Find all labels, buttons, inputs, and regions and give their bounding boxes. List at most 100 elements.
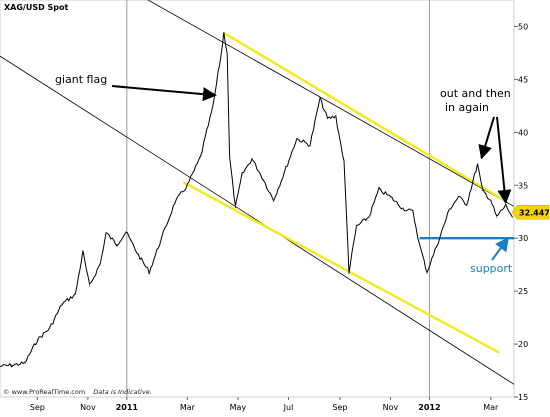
series-point <box>505 204 507 206</box>
series-point <box>36 339 38 341</box>
footer-note-text: Data is Indicative. <box>93 388 152 396</box>
series-point <box>448 209 450 211</box>
series-point <box>137 254 140 256</box>
x-tick-label: Nov <box>383 403 399 412</box>
series-point <box>412 211 414 213</box>
last-price-box <box>511 205 550 220</box>
x-tick-label: Jul <box>283 403 294 412</box>
series-point <box>426 271 428 273</box>
y-tick-label: 45 <box>518 75 528 84</box>
series-point <box>348 271 350 273</box>
series-point <box>490 199 492 201</box>
giant-flag-label: giant flag <box>55 73 107 86</box>
series-point <box>251 158 253 160</box>
lower-black-line <box>0 55 515 385</box>
series-point <box>105 232 107 234</box>
series-point <box>436 245 438 247</box>
series-point <box>335 115 337 118</box>
lower-trendline <box>182 181 500 354</box>
x-tick-label: 2011 <box>116 403 139 412</box>
series-point <box>116 243 118 246</box>
series-point <box>186 184 188 186</box>
series-point <box>0 365 1 367</box>
series-point <box>355 225 358 228</box>
upper-trendline <box>223 31 507 203</box>
series-point <box>466 203 468 205</box>
x-tick-label: Mar <box>483 403 499 412</box>
series-point <box>495 216 498 218</box>
series-point <box>309 144 311 146</box>
x-tick-label: Sep <box>30 403 45 412</box>
series-point <box>24 362 26 364</box>
series-point <box>159 241 161 244</box>
series-point <box>511 216 513 218</box>
y-tick-label: 30 <box>518 234 528 243</box>
series-point <box>402 207 404 210</box>
series-point <box>457 196 460 198</box>
out-and-in-arrow-1 <box>478 116 495 160</box>
series-point <box>418 243 421 246</box>
x-tick-label: Nov <box>80 403 96 412</box>
y-tick-label: 25 <box>518 287 528 296</box>
x-tick-label: May <box>230 403 247 412</box>
footer-source-text: www.ProRealTime.com <box>12 388 86 396</box>
last-price-flag: 32.447 <box>511 205 550 220</box>
series-point <box>49 327 51 329</box>
last-price-label: 32.447 <box>519 208 550 217</box>
series-point <box>148 271 150 273</box>
year-separator-lines <box>126 0 430 397</box>
series-point <box>61 303 63 305</box>
series-point <box>174 201 176 203</box>
series-point <box>389 196 392 198</box>
x-tick-label: Mar <box>180 403 196 412</box>
series-point <box>99 263 101 265</box>
series-point <box>476 163 479 165</box>
y-tick-label: 50 <box>518 22 528 31</box>
y-tick-label: 15 <box>518 393 528 402</box>
footer-copyright-icon: © <box>3 388 10 396</box>
series-point <box>296 138 298 140</box>
series-point <box>283 171 285 174</box>
series-point <box>343 161 345 163</box>
out-and-in-arrow-2 <box>496 116 512 204</box>
out-and-in-label-line-2: in again <box>445 101 489 114</box>
chart-title: XAG/USD Spot <box>4 3 69 12</box>
support-arrow <box>491 236 510 261</box>
series-point <box>234 206 237 209</box>
support-label: support <box>470 262 513 275</box>
series-point <box>125 231 127 233</box>
series-point <box>263 179 265 181</box>
series-point <box>241 174 243 176</box>
series-point <box>220 52 222 54</box>
series-point <box>272 199 275 201</box>
footer-source: © www.ProRealTime.com Data is Indicative… <box>3 388 152 396</box>
series-point <box>88 285 91 287</box>
y-axis: 15 20 25 30 35 40 45 50 <box>514 22 528 402</box>
x-tick-label: 2012 <box>418 403 440 412</box>
series-point <box>11 364 13 366</box>
trend-lines <box>0 0 515 385</box>
out-and-in-label-line-1: out and then <box>440 87 511 100</box>
series-point <box>226 52 228 54</box>
x-tick-label: Sep <box>332 403 347 412</box>
price-series <box>0 32 513 368</box>
series-point <box>481 189 484 192</box>
upper-black-line <box>147 0 515 207</box>
series-point <box>74 293 77 295</box>
y-tick-label: 40 <box>518 128 528 137</box>
series-point <box>223 32 225 34</box>
series-point <box>212 105 214 107</box>
series-point <box>378 188 380 191</box>
series-point <box>200 156 202 158</box>
y-tick-label: 35 <box>518 181 528 190</box>
series-point <box>82 251 84 253</box>
series-point <box>368 216 370 218</box>
giant-flag-arrow <box>111 85 217 102</box>
series-point <box>229 157 231 159</box>
series-point <box>326 117 329 120</box>
y-tick-label: 20 <box>518 340 528 349</box>
series-point <box>319 97 321 100</box>
plot-frame <box>0 0 515 398</box>
